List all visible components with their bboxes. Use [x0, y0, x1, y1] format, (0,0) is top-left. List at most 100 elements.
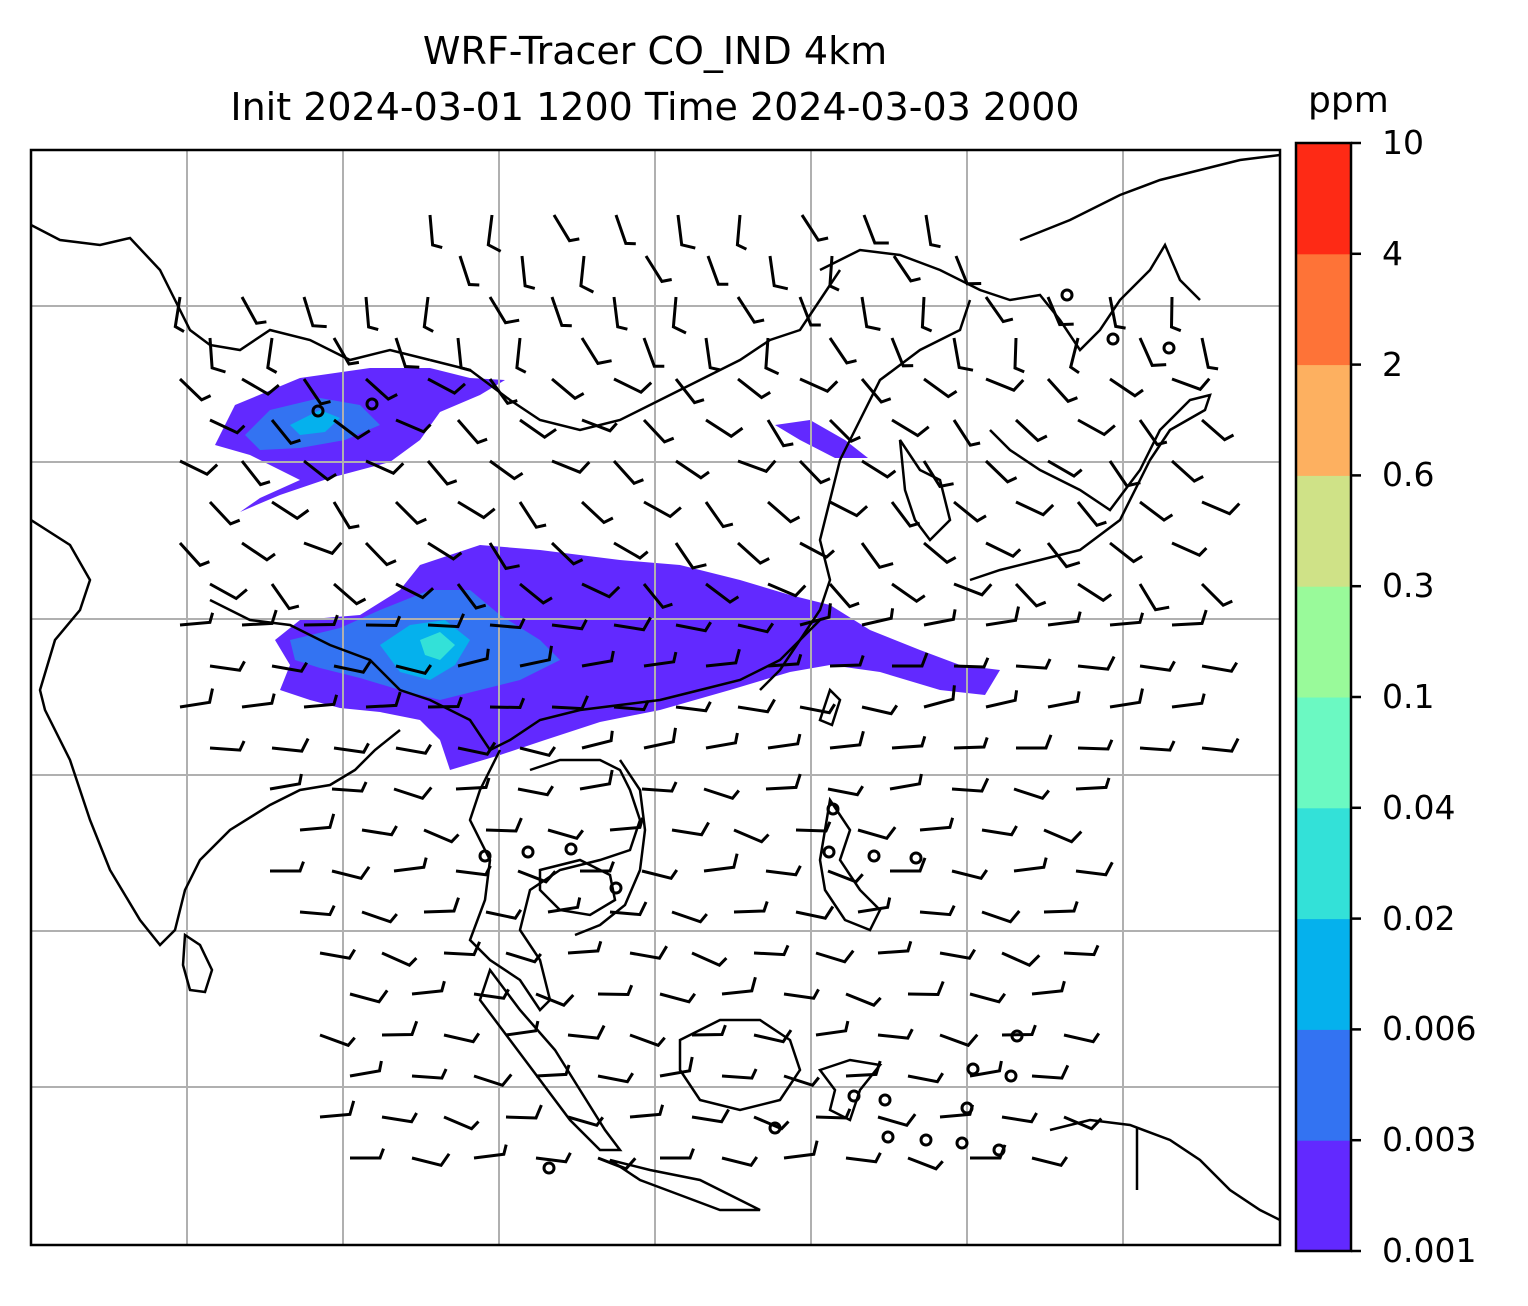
wind-barb	[642, 337, 665, 368]
wind-barb	[954, 255, 982, 286]
plume-north-inner	[290, 410, 340, 435]
wind-barb	[333, 418, 371, 440]
himalaya-border	[31, 223, 431, 362]
wind-barb	[860, 542, 894, 570]
wind-barb	[209, 740, 246, 752]
wind-barb	[488, 378, 518, 406]
wind-barb	[535, 1064, 571, 1078]
colorbar	[1296, 141, 1361, 1253]
wind-barb	[1031, 1064, 1070, 1080]
wind-barb	[753, 944, 790, 957]
wind-barb	[270, 583, 300, 611]
china-border-south	[209, 598, 821, 752]
mongolia-border	[429, 269, 842, 432]
wind-barb	[768, 255, 789, 291]
wind-barb	[969, 992, 1007, 1004]
wind-barb	[1201, 418, 1235, 442]
wind-barb	[985, 690, 1019, 709]
wind-barb	[1201, 500, 1241, 516]
wind-barb	[365, 691, 402, 709]
colorbar-segment	[1296, 1140, 1351, 1252]
wind-barb	[981, 825, 1018, 837]
wind-barb	[551, 695, 589, 711]
wind-barb	[473, 1073, 513, 1088]
city-marker-10	[826, 802, 840, 816]
wind-barb	[411, 1068, 448, 1080]
wind-barb	[767, 733, 802, 750]
wind-barb	[783, 1140, 819, 1160]
wind-barb	[517, 785, 554, 797]
wind-barb	[889, 773, 923, 791]
wind-barb	[799, 603, 832, 627]
wind-barb	[706, 255, 729, 286]
wind-barb	[1109, 541, 1143, 564]
wind-barb	[319, 948, 356, 960]
wind-barb	[1013, 787, 1050, 801]
wind-barb	[443, 1115, 480, 1131]
wind-barb	[1063, 1032, 1101, 1044]
wind-barb	[922, 460, 954, 489]
wind-barb	[1108, 296, 1126, 330]
wind-barb	[1063, 944, 1100, 957]
wind-barb	[736, 541, 770, 565]
colorbar-tick-label: 0.003	[1382, 1120, 1477, 1160]
wind-barb	[737, 698, 776, 714]
wind-barb	[519, 645, 553, 668]
wind-barb	[349, 989, 389, 1004]
wind-barb	[798, 296, 821, 327]
wind-barb	[614, 214, 636, 246]
wind-barb	[580, 861, 615, 873]
wind-barb	[1139, 740, 1176, 752]
colorbar-unit: ppm	[1308, 80, 1389, 121]
wind-barb	[767, 500, 801, 524]
wind-barb	[815, 1108, 852, 1120]
wind-barb	[427, 377, 466, 395]
wind-barb	[241, 693, 276, 709]
wind-barb	[737, 377, 771, 400]
wind-barb	[241, 377, 280, 396]
wind-barb	[1068, 337, 1080, 375]
wind-barb	[333, 659, 373, 674]
wind-barb	[767, 653, 803, 668]
wind-barb	[1171, 541, 1208, 557]
wind-barb	[861, 459, 897, 479]
wind-barb	[1001, 1112, 1038, 1124]
wind-barb	[486, 214, 502, 253]
wind-barb	[1047, 691, 1081, 709]
sulawesi	[817, 1058, 883, 1122]
wind-barb	[505, 1020, 540, 1037]
wind-barb	[1043, 828, 1083, 844]
wind-barb	[488, 542, 520, 571]
wind-barb	[365, 459, 405, 475]
wind-barb	[173, 296, 185, 333]
wind-barb	[1171, 377, 1211, 392]
wind-barb	[676, 214, 696, 250]
indochina	[468, 749, 642, 1012]
wind-barb	[704, 337, 721, 372]
wind-barb	[519, 418, 557, 440]
wind-barb	[455, 865, 492, 877]
wind-barb	[579, 255, 595, 294]
wind-barb	[907, 1072, 944, 1084]
wind-barb	[845, 992, 882, 1007]
wind-barb	[1015, 658, 1052, 670]
city-marker-9	[609, 881, 623, 895]
wind-barb	[456, 419, 488, 445]
wind-barb	[674, 542, 707, 570]
wind-barb	[919, 904, 956, 917]
wind-barb	[303, 614, 339, 627]
wind-barb	[877, 1028, 914, 1040]
wind-barb	[890, 501, 921, 528]
wind-barb	[381, 1020, 419, 1037]
wind-barb	[671, 821, 710, 837]
wind-barb	[1043, 901, 1079, 914]
wind-barb	[456, 583, 487, 610]
wind-barb	[551, 377, 585, 401]
wind-barb	[422, 296, 434, 333]
wind-barb	[427, 541, 463, 561]
wind-barb	[970, 1144, 1007, 1160]
wind-barb	[733, 901, 769, 914]
wind-barb	[579, 769, 614, 791]
city-marker-2	[365, 397, 379, 411]
